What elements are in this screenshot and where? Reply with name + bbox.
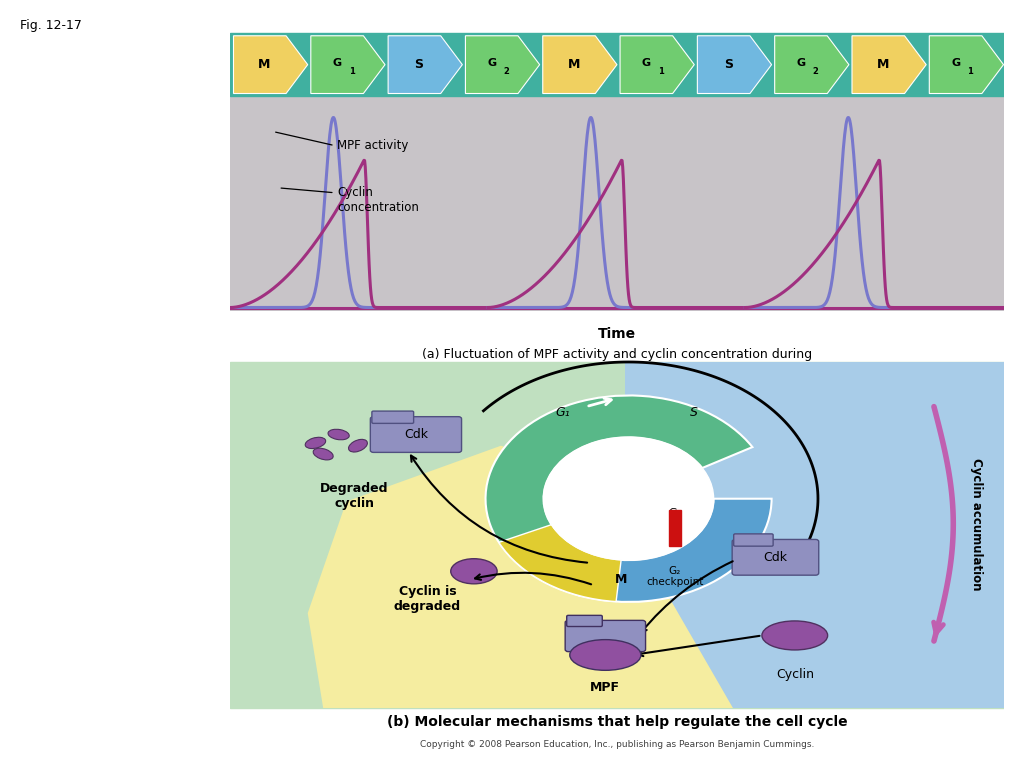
Text: Time: Time [598,326,636,340]
Text: 1: 1 [349,67,354,76]
Wedge shape [485,396,753,596]
FancyBboxPatch shape [565,621,645,651]
Ellipse shape [762,621,827,650]
FancyBboxPatch shape [566,615,602,627]
Text: Copyright © 2008 Pearson Education, Inc., publishing as Pearson Benjamin Cumming: Copyright © 2008 Pearson Education, Inc.… [420,740,814,749]
Polygon shape [775,36,849,94]
Text: (a) Fluctuation of MPF activity and cyclin concentration during: (a) Fluctuation of MPF activity and cycl… [422,348,812,361]
Text: 2: 2 [504,67,509,76]
Text: G₁: G₁ [556,406,570,419]
Text: G: G [951,58,961,68]
Circle shape [544,437,714,560]
Ellipse shape [569,640,641,670]
Text: the cell cycle: the cell cycle [567,369,667,382]
Polygon shape [930,36,1004,94]
Text: G₂: G₂ [669,508,682,518]
Text: M: M [567,58,580,71]
Polygon shape [388,36,463,94]
Text: Fig. 12-17: Fig. 12-17 [20,19,82,32]
Text: M: M [614,573,627,586]
Ellipse shape [313,449,333,460]
Text: Cyclin is
degraded: Cyclin is degraded [394,585,461,613]
Text: Cdk: Cdk [403,428,428,441]
Bar [230,96,1004,311]
Text: Cdk: Cdk [764,551,787,564]
Ellipse shape [328,429,349,440]
Text: Degraded
cyclin: Degraded cyclin [319,482,388,510]
Text: 1: 1 [968,67,973,76]
Bar [669,510,681,546]
Polygon shape [466,36,540,94]
Text: G: G [642,58,651,68]
Wedge shape [580,498,772,602]
Ellipse shape [305,437,326,449]
Text: G: G [797,58,806,68]
Text: G: G [487,58,497,68]
Polygon shape [233,36,307,94]
Polygon shape [307,445,733,708]
FancyBboxPatch shape [734,534,773,546]
Text: Cyclin accumulation: Cyclin accumulation [970,458,983,590]
Text: (b) Molecular mechanisms that help regulate the cell cycle: (b) Molecular mechanisms that help regul… [387,715,847,729]
Text: M: M [877,58,889,71]
Polygon shape [621,36,694,94]
Text: 1: 1 [658,67,664,76]
Text: 2: 2 [813,67,818,76]
Text: G₂
checkpoint: G₂ checkpoint [646,566,703,588]
Text: MPF activity: MPF activity [337,139,409,152]
Polygon shape [697,36,772,94]
Polygon shape [852,36,927,94]
Bar [230,362,1004,708]
FancyBboxPatch shape [371,417,462,452]
Polygon shape [625,362,1004,708]
Text: S: S [415,58,424,71]
Bar [230,33,1004,96]
Text: MPF: MPF [591,681,621,694]
Polygon shape [543,36,616,94]
FancyBboxPatch shape [372,411,414,423]
Ellipse shape [451,558,497,584]
Text: M: M [258,58,270,71]
Text: Cyclin
concentration: Cyclin concentration [337,186,419,214]
Polygon shape [311,36,385,94]
Text: Cyclin: Cyclin [776,668,814,680]
Ellipse shape [348,439,368,452]
Text: S: S [690,406,698,419]
Wedge shape [499,525,622,601]
Text: S: S [724,58,733,71]
Text: G: G [333,58,342,68]
FancyBboxPatch shape [732,539,819,575]
